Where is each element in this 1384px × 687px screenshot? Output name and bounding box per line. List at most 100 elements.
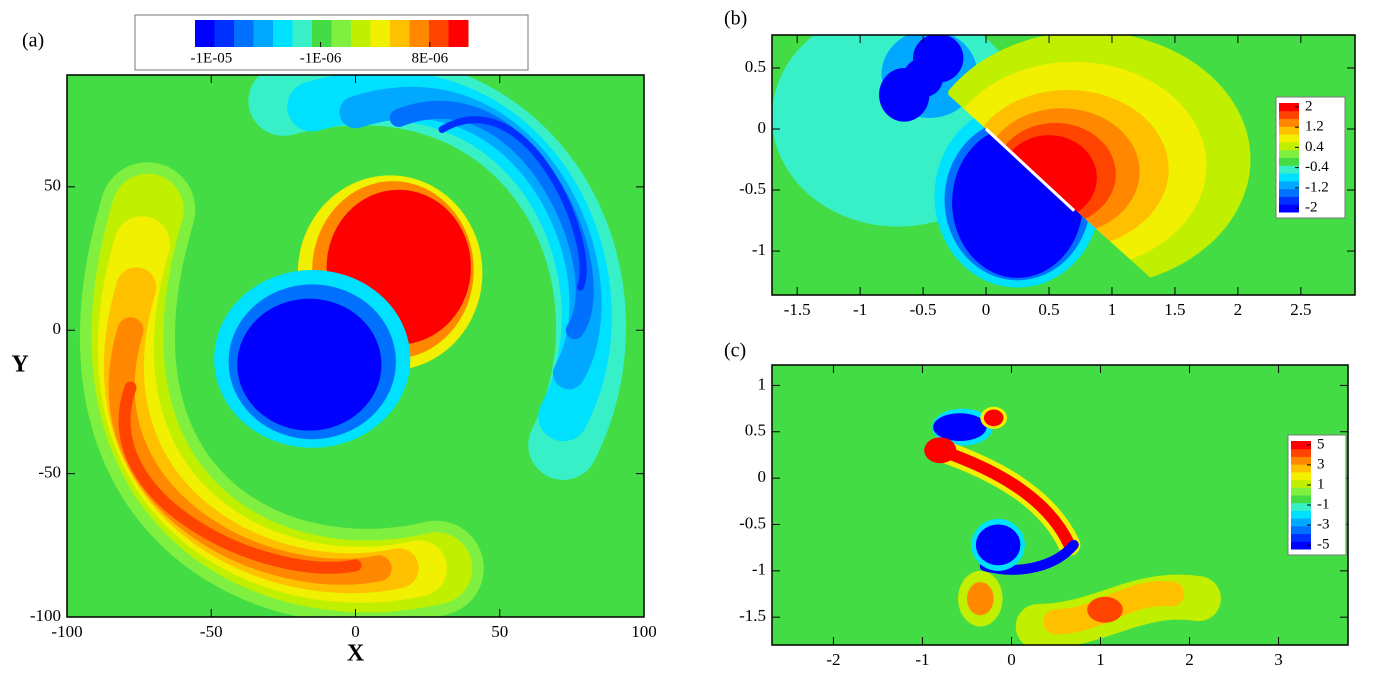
y-tick-label: 50 [44, 176, 61, 195]
x-tick-label: -1 [915, 650, 929, 669]
colorbar-label: -0.4 [1305, 159, 1329, 175]
colorbar-label: 3 [1317, 456, 1325, 472]
colorbar-cell [1291, 441, 1311, 450]
colorbar-cell [214, 20, 235, 47]
colorbar-cell [1279, 118, 1299, 127]
y-tick-label: 0 [758, 467, 767, 486]
colorbar-cell [1279, 149, 1299, 158]
plot-frame [771, 34, 1356, 296]
contour-region [924, 437, 957, 464]
colorbar-cell [390, 20, 410, 47]
y-tick-label: -1.5 [739, 606, 766, 625]
colorbar-cell [1279, 141, 1299, 151]
colorbar-cell [1279, 103, 1299, 112]
y-axis-label: Y [11, 352, 28, 378]
x-tick-label: -1.5 [784, 300, 811, 319]
colorbar-cell [1291, 533, 1311, 542]
colorbar-cell [1279, 110, 1299, 120]
colorbar-cell [1279, 173, 1299, 182]
x-tick-label: 3 [1274, 650, 1283, 669]
contour-field [772, 35, 1355, 295]
colorbar-cell [1291, 525, 1311, 535]
colorbar-cell [448, 20, 469, 47]
colorbar-cell [1291, 518, 1311, 527]
colorbar-cell [234, 20, 254, 47]
y-tick-label: 1 [758, 374, 767, 393]
colorbar-label: 5 [1317, 436, 1325, 452]
colorbar-cell [1279, 188, 1299, 197]
colorbar-cell [1291, 487, 1311, 496]
x-tick-label: 1 [1096, 650, 1105, 669]
colorbar-cell [1279, 204, 1299, 213]
x-tick-label: 50 [491, 622, 508, 641]
y-tick-label: -1 [752, 560, 766, 579]
contour-region [975, 524, 1021, 566]
colorbar-label: 1 [1317, 476, 1325, 492]
x-tick-label: -100 [51, 622, 82, 641]
background-level [772, 365, 1348, 645]
x-tick-label: -0.5 [910, 300, 937, 319]
y-tick-label: 0.5 [745, 421, 766, 440]
colorbar-label: -3 [1317, 517, 1330, 533]
colorbar-cell [1291, 479, 1311, 488]
x-tick-label: -1 [853, 300, 867, 319]
x-tick-label: 2 [1185, 650, 1194, 669]
colorbar-cell [312, 20, 332, 47]
x-tick-label: 2.5 [1290, 300, 1311, 319]
contour-region [933, 413, 987, 442]
colorbar-cell [1291, 464, 1311, 473]
contour-region [237, 298, 382, 431]
x-tick-label: 1.5 [1164, 300, 1185, 319]
panel-label: (c) [724, 340, 746, 362]
y-tick-label: 0 [53, 319, 62, 338]
colorbar-cell [1279, 196, 1299, 205]
colorbar-cell [1279, 157, 1299, 166]
contour-region [902, 58, 944, 98]
colorbar-label: 1.2 [1305, 119, 1324, 135]
x-tick-label: 100 [631, 622, 657, 641]
y-tick-label: 0.5 [745, 57, 766, 76]
contour-region [983, 409, 1004, 427]
colorbar-label: -1E-05 [191, 50, 233, 66]
colorbar-cell [1291, 471, 1311, 481]
x-tick-label: -2 [826, 650, 840, 669]
y-tick-label: -0.5 [739, 513, 766, 532]
colorbar-label: -5 [1317, 537, 1330, 553]
y-tick-label: -50 [38, 463, 61, 482]
contour-band [118, 381, 362, 574]
y-tick-label: 0 [758, 118, 767, 137]
colorbar-cell [1291, 448, 1311, 457]
colorbar-label: -2 [1305, 200, 1318, 216]
plate [985, 127, 1076, 212]
contour-band [438, 116, 587, 291]
colorbar-cell [273, 20, 293, 47]
y-tick-label: -100 [30, 606, 61, 625]
x-tick-label: 0 [1007, 650, 1016, 669]
x-tick-label: 2 [1234, 300, 1243, 319]
colorbar-cell [409, 20, 430, 47]
colorbar-label: 0.4 [1305, 139, 1324, 155]
x-tick-label: 0.5 [1038, 300, 1059, 319]
x-tick-label: 0 [351, 622, 360, 641]
contour-region [966, 581, 994, 616]
colorbar-cell [351, 20, 371, 47]
colorbar-label: -1E-06 [300, 50, 342, 66]
colorbar-cell [1291, 541, 1311, 550]
contour-field [772, 365, 1348, 645]
colorbar-cell [1291, 502, 1311, 511]
colorbar-cell [292, 20, 313, 47]
colorbar-cell [1279, 165, 1299, 174]
plot-frame [771, 364, 1349, 646]
contour-region [1087, 596, 1123, 623]
colorbar-cell [1291, 456, 1311, 465]
x-tick-label: 0 [982, 300, 991, 319]
colorbar-cell [331, 20, 352, 47]
colorbar-cell [253, 20, 274, 47]
panel-label: (b) [724, 8, 747, 30]
x-tick-label: -50 [200, 622, 223, 641]
y-tick-label: -0.5 [739, 179, 766, 198]
contour-band [389, 100, 594, 340]
colorbar-label: -1 [1317, 496, 1330, 512]
colorbar-cell [1291, 510, 1311, 519]
